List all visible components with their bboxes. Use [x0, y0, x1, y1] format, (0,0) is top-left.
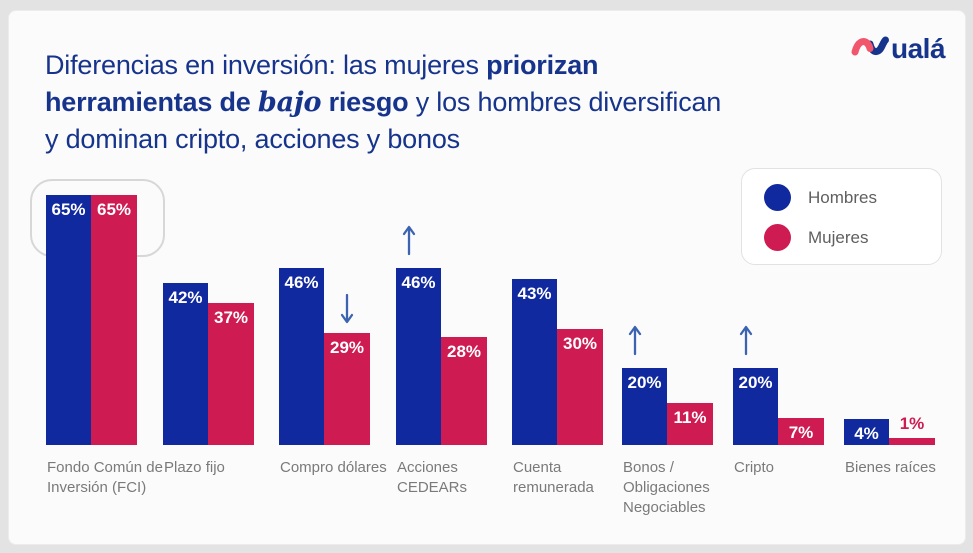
legend-label: Hombres	[808, 187, 877, 207]
hombres-bar: 46%	[396, 268, 441, 445]
bar-value-label: 28%	[446, 342, 482, 361]
bar-value-label: 30%	[562, 334, 598, 353]
category-label: Cripto	[734, 459, 775, 476]
mujeres-color-dot-icon	[764, 224, 791, 251]
mujeres-bar: 65%	[91, 195, 137, 445]
category-label: Bonos / Obligaciones Negociables	[623, 459, 710, 516]
bar-value-label: 20%	[627, 373, 662, 392]
hombres-bar: 43%	[512, 279, 557, 445]
bar-value-label: 46%	[401, 273, 436, 292]
bar-value-label: 43%	[517, 284, 552, 303]
trend-arrow-down-icon	[339, 291, 355, 325]
category-label: Bienes raíces	[845, 459, 936, 476]
page-title: Diferencias en inversión: las mujeres pr…	[45, 50, 722, 154]
bar-value-label: 29%	[329, 338, 365, 357]
hombres-color-dot-icon	[764, 184, 791, 211]
legend-label: Mujeres	[808, 227, 869, 247]
bar-value-label: 20%	[738, 373, 773, 392]
bar-value-label: 37%	[213, 308, 249, 327]
bar-value-label: 65%	[96, 200, 132, 219]
hombres-bar: 4%	[844, 419, 889, 445]
hombres-bar: 46%	[279, 268, 324, 445]
hombres-bar: 65%	[46, 195, 91, 445]
legend-item-hombres: Hombres	[764, 184, 941, 211]
bar-value-label: 11%	[673, 408, 707, 427]
bar-value-label: 42%	[168, 288, 203, 307]
category-label: Cuenta remunerada	[513, 459, 594, 496]
bar-value-label: 1%	[899, 414, 925, 433]
hombres-bar: 42%	[163, 283, 208, 445]
trend-arrow-up-icon	[738, 324, 754, 358]
mujeres-bar: 28%	[441, 337, 487, 445]
category-label: Plazo fijo	[164, 459, 225, 476]
category-label: Compro dólares	[280, 459, 387, 476]
uala-logo-mark-icon	[847, 29, 889, 68]
hombres-bar: 20%	[622, 368, 667, 445]
category-label: Acciones CEDEARs	[397, 459, 468, 496]
mujeres-bar: 7%	[778, 418, 824, 445]
mujeres-bar: 30%	[557, 329, 603, 445]
uala-logo-text: ualá	[891, 32, 946, 64]
hombres-bar: 20%	[733, 368, 778, 445]
bar-value-label: 46%	[284, 273, 319, 292]
slide-card: Diferencias en inversión: las mujeres pr…	[8, 10, 966, 545]
bar-value-label: 65%	[51, 200, 86, 219]
legend-item-mujeres: Mujeres	[764, 224, 941, 251]
mujeres-bar: 11%	[667, 403, 713, 445]
trend-arrow-up-icon	[401, 224, 417, 258]
chart-legend: Hombres Mujeres	[741, 168, 942, 265]
mujeres-bar: 37%	[208, 303, 254, 445]
mujeres-bar: 1%	[889, 414, 935, 445]
mujeres-bar: 29%	[324, 333, 370, 445]
uala-logo: ualá	[847, 29, 946, 68]
trend-arrow-up-icon	[627, 324, 643, 358]
category-label: Fondo Común de Inversión (FCI)	[47, 459, 163, 496]
bar-value-label: 7%	[788, 423, 814, 442]
bar-chart: 65% 65% Fondo Común de Inversión (FCI) 42% 37…	[9, 11, 965, 544]
bar-value-label: 4%	[854, 424, 879, 443]
